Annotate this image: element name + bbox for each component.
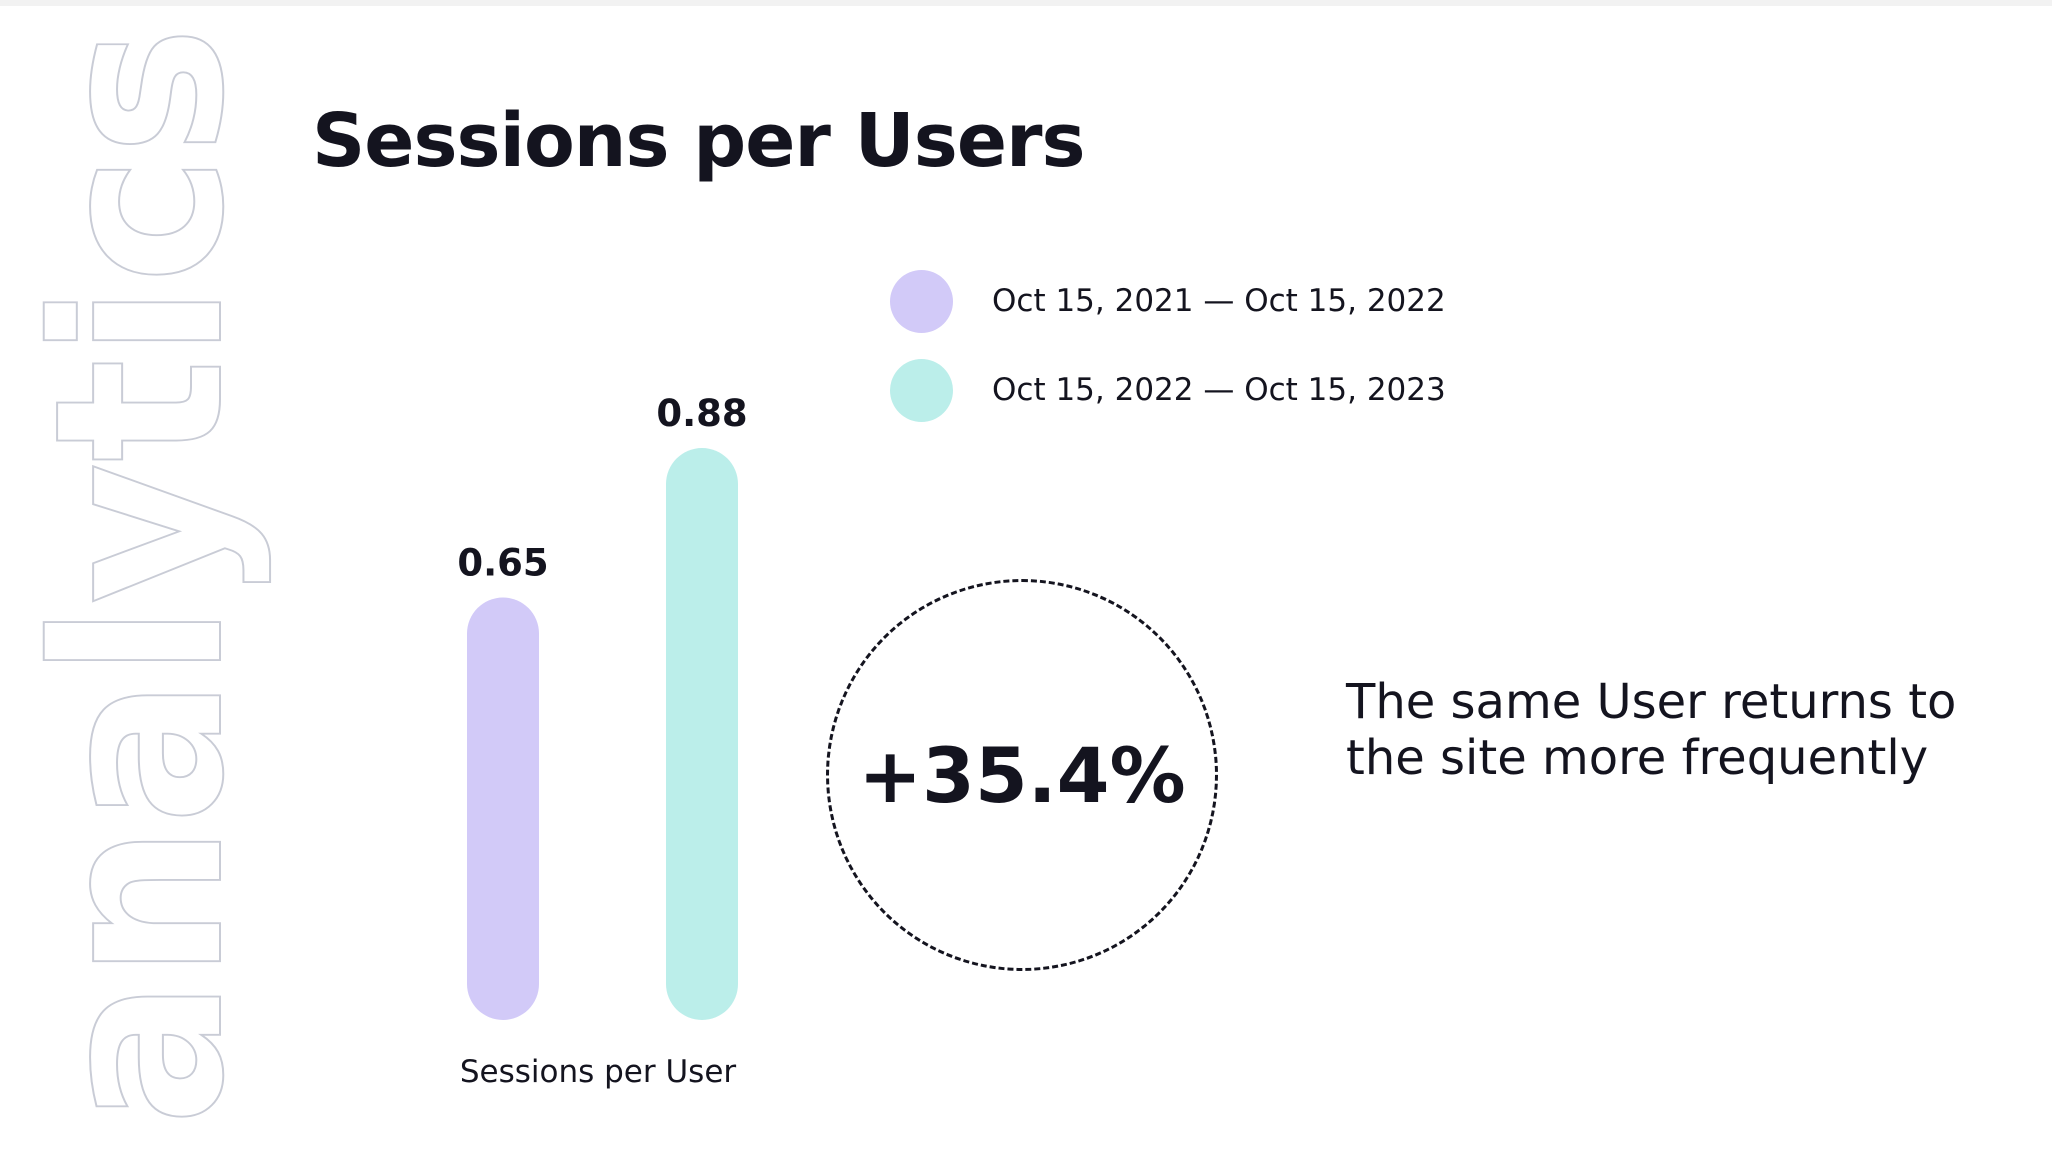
bar-chart: 0.65 0.88 Sessions per User (457, 392, 747, 1090)
legend-item-2021: Oct 15, 2021 — Oct 15, 2022 (890, 269, 1446, 333)
legend-item-2022: Oct 15, 2022 — Oct 15, 2023 (890, 358, 1446, 422)
legend-label-2022: Oct 15, 2022 — Oct 15, 2023 (992, 372, 1446, 408)
legend-dot-2021 (890, 269, 953, 333)
slide: analytics Sessions per Users 0.65 0.88 Se… (0, 6, 2052, 1158)
watermark-text: analytics (5, 26, 275, 1126)
x-axis-label: Sessions per User (460, 1054, 737, 1090)
value-label-group: 0.65 0.88 (457, 392, 747, 585)
page-title: Sessions per Users (312, 98, 1086, 184)
watermark: analytics (4, 25, 276, 1127)
legend-label-2021: Oct 15, 2021 — Oct 15, 2022 (992, 283, 1446, 319)
legend-dot-2022 (890, 358, 953, 422)
bar-2022 (666, 448, 738, 1020)
legend: Oct 15, 2021 — Oct 15, 2022 Oct 15, 2022… (890, 269, 1446, 447)
bar-value-label-2022: 0.88 (656, 392, 747, 435)
change-percentage: +35.4% (858, 730, 1186, 820)
bar-value-label-2021: 0.65 (457, 542, 548, 585)
bar-2021 (467, 597, 539, 1020)
insight-note: The same User returns to the site more f… (1346, 674, 1957, 786)
change-circle: +35.4% (826, 579, 1218, 971)
bar-group (467, 448, 738, 1020)
